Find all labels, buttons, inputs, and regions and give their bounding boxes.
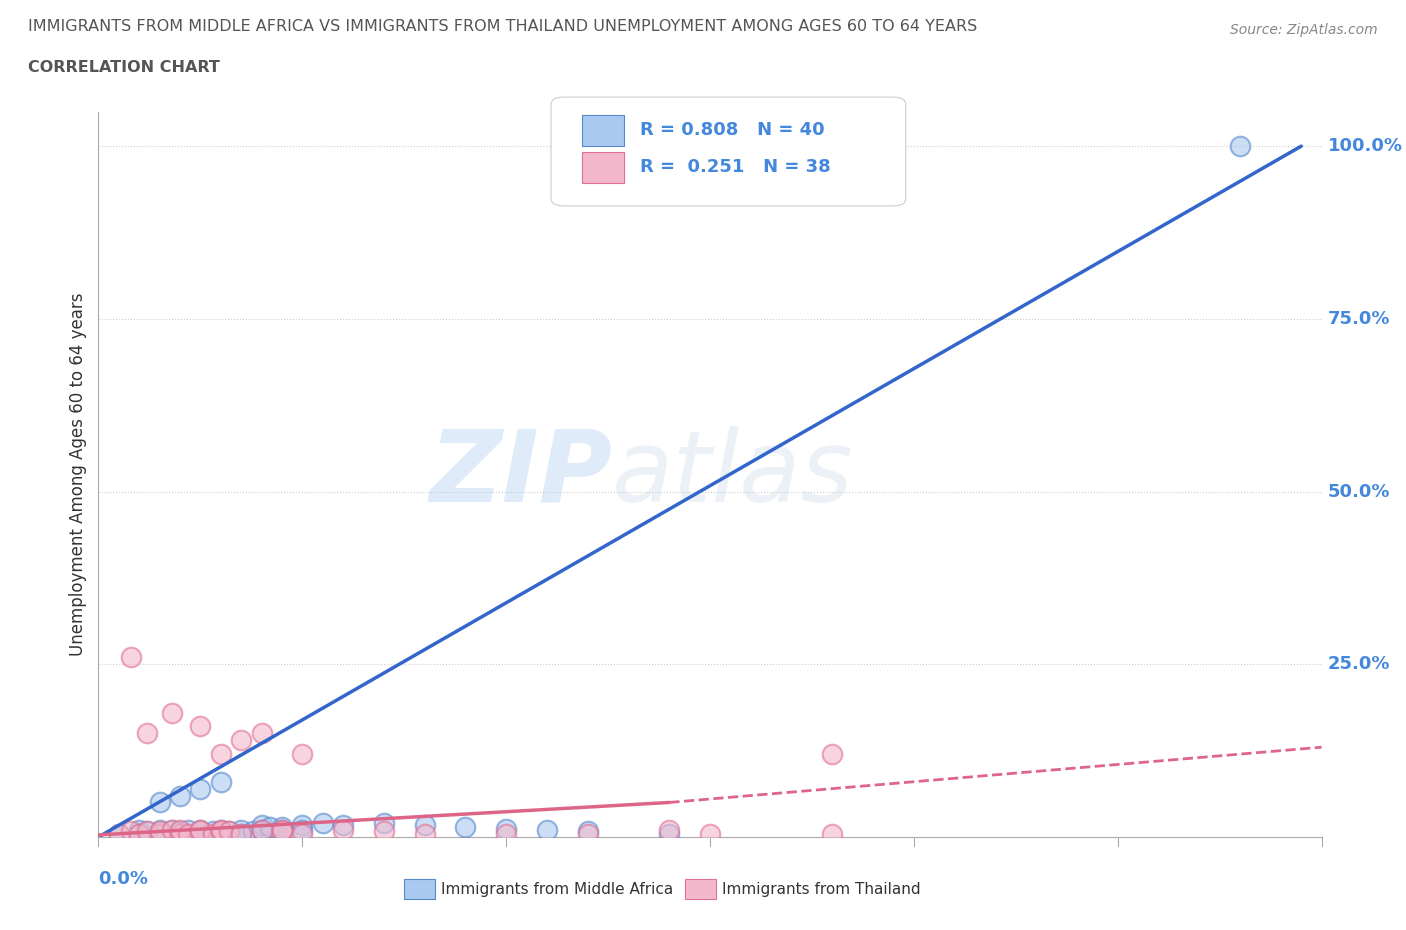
Point <box>188 823 212 838</box>
Bar <box>582 115 624 146</box>
Point <box>270 823 294 838</box>
Point <box>373 816 395 830</box>
Point <box>120 650 142 665</box>
Point <box>149 826 172 841</box>
Text: ZIP: ZIP <box>429 426 612 523</box>
Point <box>201 826 224 841</box>
Point <box>209 824 232 839</box>
Point <box>291 826 314 841</box>
Point <box>218 824 240 839</box>
Point <box>218 824 240 839</box>
Point <box>536 823 558 838</box>
Text: 75.0%: 75.0% <box>1327 310 1391 328</box>
Point <box>250 726 273 741</box>
Point <box>495 826 517 841</box>
Point <box>209 823 232 838</box>
Point <box>160 705 183 720</box>
Point <box>188 719 212 734</box>
Point <box>177 823 200 838</box>
Point <box>250 817 273 832</box>
Text: Source: ZipAtlas.com: Source: ZipAtlas.com <box>1230 23 1378 37</box>
Point <box>188 826 212 841</box>
Point <box>149 795 172 810</box>
Bar <box>582 153 624 182</box>
Point <box>332 817 354 832</box>
Point <box>291 817 314 832</box>
Point <box>136 824 159 839</box>
Point <box>821 747 844 762</box>
Text: IMMIGRANTS FROM MIDDLE AFRICA VS IMMIGRANTS FROM THAILAND UNEMPLOYMENT AMONG AGE: IMMIGRANTS FROM MIDDLE AFRICA VS IMMIGRA… <box>28 19 977 33</box>
Point <box>231 733 253 748</box>
Text: atlas: atlas <box>612 426 853 523</box>
Point <box>136 726 159 741</box>
Text: Immigrants from Middle Africa: Immigrants from Middle Africa <box>441 882 673 897</box>
Point <box>149 824 172 839</box>
Y-axis label: Unemployment Among Ages 60 to 64 years: Unemployment Among Ages 60 to 64 years <box>69 293 87 656</box>
FancyBboxPatch shape <box>551 97 905 206</box>
Text: Immigrants from Thailand: Immigrants from Thailand <box>723 882 921 897</box>
Point <box>209 823 232 838</box>
Text: 25.0%: 25.0% <box>1327 656 1391 673</box>
Point <box>231 823 253 838</box>
Point <box>169 823 191 838</box>
Point <box>270 823 294 838</box>
Point <box>250 823 273 838</box>
Point <box>169 826 191 841</box>
Point <box>242 824 264 839</box>
Point <box>312 816 335 830</box>
Point <box>332 823 354 838</box>
Point <box>136 824 159 839</box>
Point <box>149 826 172 841</box>
Text: 50.0%: 50.0% <box>1327 483 1391 500</box>
Text: R =  0.251   N = 38: R = 0.251 N = 38 <box>640 158 831 177</box>
Point <box>1229 139 1251 153</box>
Point <box>108 826 131 841</box>
Point <box>169 826 191 841</box>
Point <box>413 826 436 841</box>
Point <box>576 826 599 841</box>
Point <box>108 826 131 841</box>
Point <box>413 817 436 832</box>
Point <box>188 781 212 796</box>
Point <box>231 826 253 841</box>
Point <box>821 826 844 841</box>
Point <box>373 824 395 839</box>
Point <box>201 824 224 839</box>
Point <box>270 819 294 834</box>
Point <box>160 823 183 838</box>
Point <box>160 823 183 838</box>
Point <box>149 823 172 838</box>
Point <box>231 826 253 841</box>
Point <box>188 824 212 839</box>
Point <box>576 824 599 839</box>
Point <box>658 823 681 838</box>
Point <box>169 824 191 839</box>
Point <box>699 826 721 841</box>
Point <box>128 826 150 841</box>
Point <box>291 823 314 838</box>
Point <box>120 824 142 839</box>
Point <box>495 821 517 836</box>
Point <box>209 747 232 762</box>
Text: R = 0.808   N = 40: R = 0.808 N = 40 <box>640 122 825 140</box>
Point <box>209 826 232 841</box>
Point <box>188 823 212 838</box>
Point <box>259 819 281 834</box>
Point <box>128 826 150 841</box>
Point <box>169 788 191 803</box>
Point <box>177 826 200 841</box>
Point <box>270 824 294 839</box>
Point <box>128 823 150 838</box>
Point <box>291 747 314 762</box>
Point <box>658 826 681 841</box>
Text: 0.0%: 0.0% <box>98 870 149 887</box>
Point <box>250 823 273 838</box>
Point <box>454 819 477 834</box>
Text: CORRELATION CHART: CORRELATION CHART <box>28 60 219 75</box>
Text: 100.0%: 100.0% <box>1327 137 1403 155</box>
Point <box>209 775 232 790</box>
